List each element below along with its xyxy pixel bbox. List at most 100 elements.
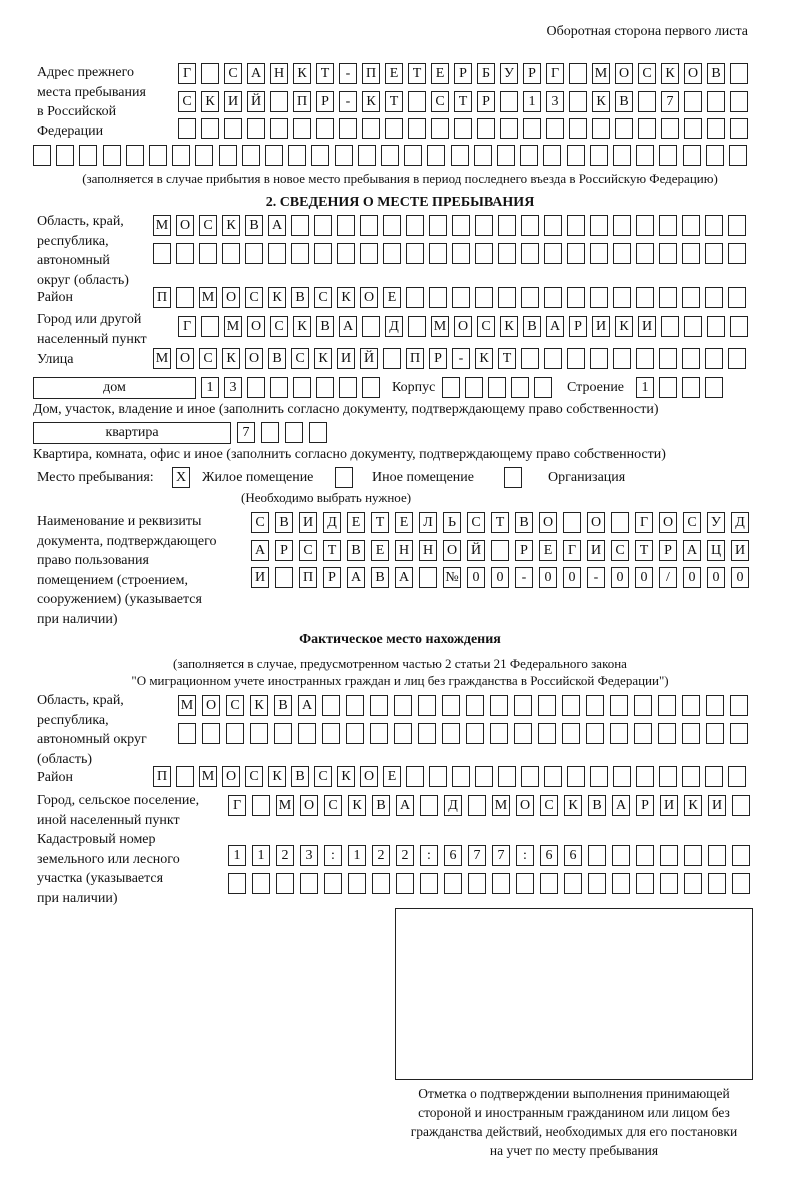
actual-city-cell[interactable]: С [324, 795, 342, 816]
doc-row1-cell[interactable]: В [275, 512, 293, 533]
region-row1-cell[interactable] [613, 215, 631, 236]
region-row1-cell[interactable]: С [199, 215, 217, 236]
district-cell[interactable]: Е [383, 287, 401, 308]
doc-row2-cell[interactable]: Р [275, 540, 293, 561]
region-row1-cell[interactable] [475, 215, 493, 236]
actual-region-row2-cell[interactable] [202, 723, 220, 744]
prev-address-row1-cell[interactable]: Г [178, 63, 196, 84]
prev-address-row1-cell[interactable]: П [362, 63, 380, 84]
actual-region-row2-cell[interactable] [346, 723, 364, 744]
doc-row1-cell[interactable]: С [251, 512, 269, 533]
prev-address-row4-cell[interactable] [172, 145, 191, 166]
doc-row2-cell[interactable]: Т [635, 540, 653, 561]
doc-row1-cell[interactable]: Д [731, 512, 749, 533]
street-cell[interactable] [682, 348, 700, 369]
district-cell[interactable]: С [245, 287, 263, 308]
prev-address-row4-cell[interactable] [543, 145, 562, 166]
actual-city-cell[interactable] [732, 795, 750, 816]
district-cell[interactable] [475, 287, 493, 308]
actual-region-row2-cell[interactable] [490, 723, 508, 744]
actual-region-row2-cell[interactable] [250, 723, 268, 744]
doc-row2-cell[interactable]: Н [395, 540, 413, 561]
actual-city-cell[interactable]: А [612, 795, 630, 816]
doc-row3-cell[interactable]: В [371, 567, 389, 588]
actual-region-row1-cell[interactable] [634, 695, 652, 716]
actual-district-cell[interactable] [452, 766, 470, 787]
actual-district-cell[interactable] [498, 766, 516, 787]
cadastral-row2-cell[interactable] [684, 873, 702, 894]
prev-address-row1-cell[interactable]: Н [270, 63, 288, 84]
district-cell[interactable] [728, 287, 746, 308]
doc-row2-cell[interactable]: И [731, 540, 749, 561]
prev-address-row2-cell[interactable]: Т [454, 91, 472, 112]
actual-region-row1-cell[interactable]: О [202, 695, 220, 716]
doc-row1-cell[interactable]: О [539, 512, 557, 533]
actual-district-cell[interactable]: О [222, 766, 240, 787]
actual-region-row2-cell[interactable] [634, 723, 652, 744]
actual-region-row1-cell[interactable] [562, 695, 580, 716]
doc-row1-cell[interactable]: В [515, 512, 533, 533]
prev-address-row1-cell[interactable]: Р [523, 63, 541, 84]
prev-address-row3-cell[interactable] [615, 118, 633, 139]
cadastral-row1-cell[interactable] [732, 845, 750, 866]
doc-row2-cell[interactable]: Й [467, 540, 485, 561]
street-cell[interactable] [705, 348, 723, 369]
prev-address-row1-cell[interactable]: Г [546, 63, 564, 84]
doc-row2-cell[interactable]: А [683, 540, 701, 561]
cadastral-row1-cell[interactable] [588, 845, 606, 866]
prev-address-row1-cell[interactable]: Б [477, 63, 495, 84]
prev-address-row4-cell[interactable] [566, 145, 585, 166]
street-cell[interactable]: - [452, 348, 470, 369]
actual-district-cell[interactable]: К [337, 766, 355, 787]
doc-row1-cell[interactable] [563, 512, 581, 533]
district-cell[interactable]: О [360, 287, 378, 308]
district-cell[interactable] [590, 287, 608, 308]
actual-district-cell[interactable]: М [199, 766, 217, 787]
prev-address-row1-cell[interactable]: В [707, 63, 725, 84]
prev-address-row4-cell[interactable] [450, 145, 469, 166]
district-cell[interactable] [452, 287, 470, 308]
house-cell[interactable] [339, 377, 357, 398]
region-row1-cell[interactable] [337, 215, 355, 236]
prev-address-row1-cell[interactable]: М [592, 63, 610, 84]
prev-address-row2-cell[interactable] [270, 91, 288, 112]
doc-row2-cell[interactable]: О [443, 540, 461, 561]
house-cell[interactable] [362, 377, 380, 398]
prev-address-row1-cell[interactable] [569, 63, 587, 84]
prev-address-row2-cell[interactable]: С [178, 91, 196, 112]
actual-region-row2-cell[interactable] [466, 723, 484, 744]
cadastral-row2-cell[interactable] [300, 873, 318, 894]
prev-address-row3-cell[interactable] [500, 118, 518, 139]
actual-district-cell[interactable]: Е [383, 766, 401, 787]
doc-row3-cell[interactable] [275, 567, 293, 588]
cadastral-row1-cell[interactable]: 2 [396, 845, 414, 866]
region-row2-cell[interactable] [452, 243, 470, 264]
prev-address-row1-cell[interactable]: Е [431, 63, 449, 84]
prev-address-row3-cell[interactable] [569, 118, 587, 139]
actual-region-row1-cell[interactable] [394, 695, 412, 716]
region-row2-cell[interactable] [383, 243, 401, 264]
prev-address-row2-cell[interactable]: - [339, 91, 357, 112]
district-cell[interactable] [567, 287, 585, 308]
cadastral-row2-cell[interactable] [492, 873, 510, 894]
doc-row3-cell[interactable]: Р [323, 567, 341, 588]
cadastral-row1-cell[interactable]: : [324, 845, 342, 866]
district-cell[interactable]: К [268, 287, 286, 308]
actual-region-row2-cell[interactable] [706, 723, 724, 744]
actual-district-cell[interactable]: С [245, 766, 263, 787]
prev-address-row4-cell[interactable] [381, 145, 399, 166]
region-row2-cell[interactable] [153, 243, 171, 264]
prev-address-row1-cell[interactable] [201, 63, 219, 84]
actual-region-row2-cell[interactable] [322, 723, 340, 744]
region-row2-cell[interactable] [475, 243, 493, 264]
street-cell[interactable]: Р [429, 348, 447, 369]
doc-row1-cell[interactable]: У [707, 512, 725, 533]
building-cell[interactable] [682, 377, 700, 398]
street-cell[interactable]: Й [360, 348, 378, 369]
district-cell[interactable]: М [199, 287, 217, 308]
prev-address-row3-cell[interactable] [362, 118, 380, 139]
actual-district-cell[interactable] [521, 766, 539, 787]
actual-city-cell[interactable]: К [348, 795, 366, 816]
region-row2-cell[interactable] [728, 243, 746, 264]
cadastral-row1-cell[interactable]: 1 [252, 845, 270, 866]
